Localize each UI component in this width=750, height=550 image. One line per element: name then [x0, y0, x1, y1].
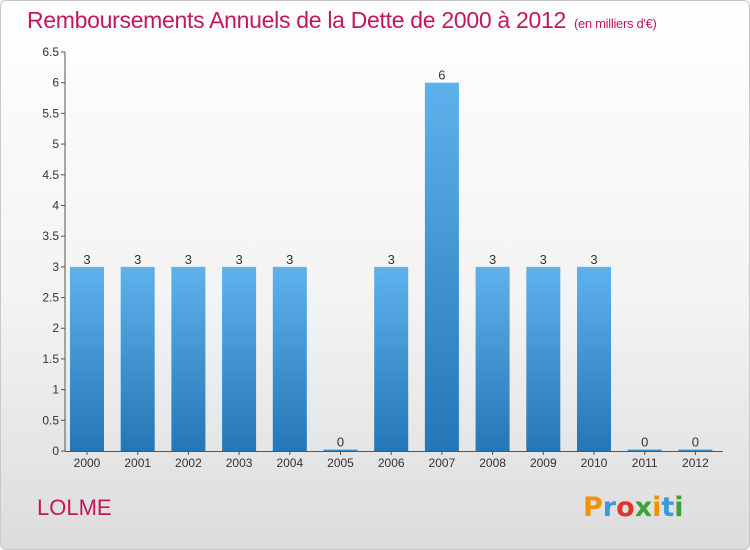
y-tick-label: 2 [52, 321, 59, 335]
bar [272, 266, 307, 451]
x-tick-label: 2012 [682, 456, 709, 470]
y-tick-label: 2.5 [42, 291, 59, 305]
bar [171, 266, 206, 451]
chart-title-text: Remboursements Annuels de la Dette de 20… [27, 7, 566, 33]
data-label: 6 [438, 68, 445, 83]
y-tick-label: 5 [52, 137, 59, 151]
x-tick-label: 2005 [327, 456, 354, 470]
data-label: 0 [337, 435, 344, 450]
x-tick-label: 2002 [175, 456, 202, 470]
x-tick-label: 2011 [632, 456, 658, 470]
data-label: 0 [641, 435, 648, 450]
data-label: 3 [134, 252, 141, 267]
commune-name: LOLME [37, 495, 112, 520]
y-tick-label: 1 [52, 383, 59, 397]
y-tick-label: 0.5 [42, 413, 59, 427]
x-tick-label: 2004 [276, 456, 303, 470]
bar [627, 449, 662, 451]
chart-title: Remboursements Annuels de la Dette de 20… [27, 7, 657, 34]
bar [678, 449, 713, 451]
x-tick-label: 2007 [429, 456, 456, 470]
y-tick-label: 6 [52, 76, 59, 90]
data-label: 3 [489, 252, 496, 267]
y-tick-label: 4 [52, 198, 59, 212]
x-tick-label: 2001 [124, 456, 151, 470]
x-tick-label: 2009 [530, 456, 557, 470]
x-tick-label: 2010 [581, 456, 608, 470]
bar [577, 266, 611, 451]
data-label: 3 [286, 252, 293, 267]
svg-text:Proxiti: Proxiti [583, 492, 684, 523]
data-label: 3 [540, 252, 547, 267]
data-label: 0 [692, 435, 699, 450]
bar [475, 266, 510, 451]
bar [222, 266, 257, 451]
bar [70, 266, 104, 451]
bar [323, 449, 358, 451]
x-tick-label: 2006 [378, 456, 405, 470]
data-label: 3 [83, 252, 90, 267]
x-tick-label: 2000 [74, 456, 101, 470]
y-tick-label: 3.5 [42, 229, 59, 243]
y-tick-label: 5.5 [42, 106, 59, 120]
data-label: 3 [235, 252, 242, 267]
chart-subtitle: (en milliers d'€) [573, 16, 657, 31]
data-label: 3 [590, 252, 597, 267]
y-tick-label: 6.5 [42, 45, 59, 59]
x-tick-label: 2003 [226, 456, 253, 470]
y-tick-label: 1.5 [42, 352, 59, 366]
x-tick-label: 2008 [479, 456, 506, 470]
data-label: 3 [388, 252, 395, 267]
bar [526, 266, 561, 451]
data-label: 3 [185, 252, 192, 267]
y-tick-label: 4.5 [42, 168, 59, 182]
bar [120, 266, 155, 451]
y-tick-label: 0 [52, 444, 59, 458]
y-tick-label: 3 [52, 260, 59, 274]
bar [424, 82, 459, 451]
plot-area: 0 0.5 1 1.5 2 2.5 3 3.5 4 4.5 5 5.5 6 6.5 3 2000 3 2001 3 2… [42, 45, 723, 470]
bar [374, 266, 409, 451]
proxiti-logo: Proxiti [583, 492, 684, 523]
